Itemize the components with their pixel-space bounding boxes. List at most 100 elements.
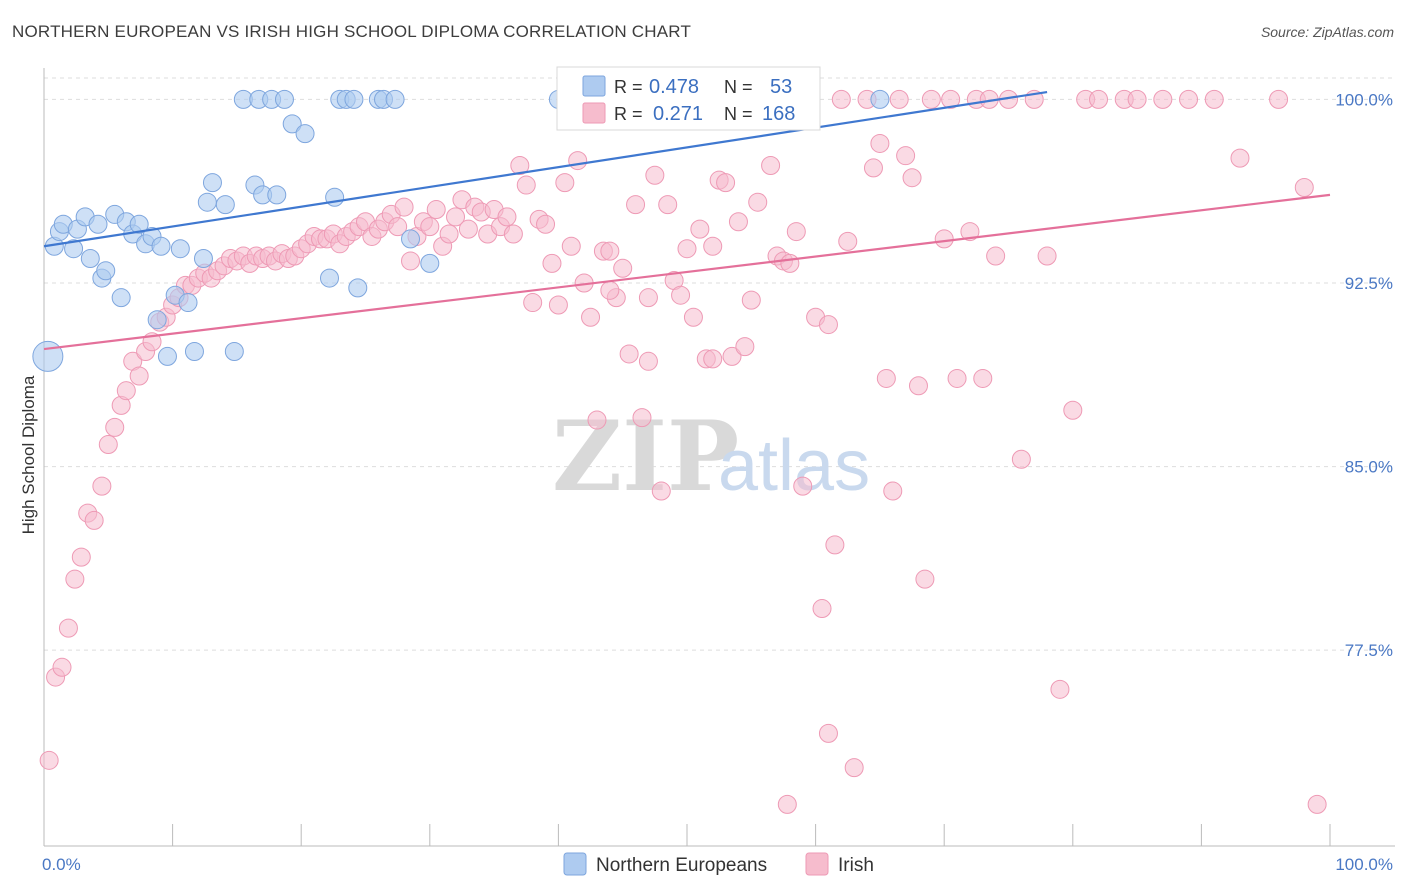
northern-europeans-point: [80, 248, 100, 268]
irish-point: [65, 569, 85, 589]
irish-point: [934, 229, 954, 249]
irish-point: [1050, 679, 1070, 699]
irish-point: [39, 750, 59, 770]
irish-points: [39, 89, 1327, 814]
irish-point: [420, 217, 440, 237]
irish-trend-line: [43, 193, 1331, 351]
irish-point: [921, 89, 941, 109]
irish-point: [973, 368, 993, 388]
irish-point: [600, 280, 620, 300]
irish-point: [735, 337, 755, 357]
irish-point: [863, 158, 883, 178]
irish-point: [1011, 449, 1031, 469]
watermark-atlas: atlas: [718, 426, 870, 506]
legend-blue-r-label: R =: [614, 77, 643, 97]
irish-point: [105, 417, 125, 437]
irish-point: [818, 315, 838, 335]
irish-point: [902, 168, 922, 188]
irish-point: [561, 236, 581, 256]
bottom-legend-irish: Irish: [838, 855, 874, 876]
irish-point: [883, 481, 903, 501]
irish-point: [638, 351, 658, 371]
northern-europeans-point: [96, 261, 116, 281]
trend-lines: [43, 90, 1331, 351]
legend: R = 0.478 N = 53 R = 0.271 N = 168: [556, 66, 821, 131]
northern-europeans-point: [295, 124, 315, 144]
irish-point: [671, 285, 691, 305]
irish-point: [439, 224, 459, 244]
irish-point: [98, 435, 118, 455]
irish-point: [651, 481, 671, 501]
irish-point: [116, 381, 136, 401]
x-tick-label-end: 100.0%: [1335, 855, 1393, 874]
irish-point: [722, 346, 742, 366]
irish-point: [838, 231, 858, 251]
northern-europeans-point: [870, 89, 890, 109]
irish-point: [844, 758, 864, 778]
bottom-legend: Northern Europeans Irish: [563, 852, 874, 876]
irish-point: [555, 173, 575, 193]
northern-europeans-point: [319, 268, 339, 288]
irish-point: [703, 349, 723, 369]
northern-europeans-point: [215, 195, 235, 215]
irish-point: [503, 224, 523, 244]
northern-europeans-point: [32, 340, 64, 372]
irish-point: [748, 192, 768, 212]
irish-point: [818, 723, 838, 743]
northern-europeans-trend-line: [43, 90, 1048, 248]
irish-point: [497, 207, 517, 227]
irish-point: [426, 200, 446, 220]
northern-europeans-point: [385, 89, 405, 109]
source-label: Source: ZipAtlas.com: [1260, 24, 1394, 40]
irish-point: [1269, 89, 1289, 109]
irish-point: [1307, 794, 1327, 814]
northern-europeans-point: [420, 253, 440, 273]
irish-point: [761, 155, 781, 175]
northern-europeans-point: [170, 239, 190, 259]
irish-point: [1294, 178, 1314, 198]
northern-europeans-point: [64, 239, 84, 259]
legend-blue-r-value: 0.478: [649, 76, 699, 98]
axes: [43, 68, 1395, 847]
northern-europeans-point: [224, 342, 244, 362]
irish-point: [677, 239, 697, 259]
irish-point: [129, 366, 149, 386]
irish-point: [1153, 89, 1173, 109]
bottom-legend-northern-europeans: Northern Europeans: [596, 855, 767, 876]
irish-point: [58, 618, 78, 638]
irish-point: [1037, 246, 1057, 266]
irish-point: [548, 295, 568, 315]
northern-europeans-point: [178, 293, 198, 313]
x-tick-label-start: 0.0%: [42, 855, 81, 874]
bottom-legend-blue-swatch: [563, 852, 587, 876]
y-axis-title: High School Diploma: [19, 375, 38, 534]
y-tick-label: 92.5%: [1345, 274, 1393, 293]
irish-point: [986, 246, 1006, 266]
northern-europeans-point: [401, 229, 421, 249]
irish-point: [581, 307, 601, 327]
irish-point: [394, 197, 414, 217]
irish-point: [84, 510, 104, 530]
legend-pink-n-label: N =: [724, 104, 753, 124]
irish-point: [92, 476, 112, 496]
irish-point: [960, 222, 980, 242]
northern-europeans-point: [267, 185, 287, 205]
legend-pink-n-value: 168: [762, 103, 795, 125]
irish-point: [587, 410, 607, 430]
irish-point: [870, 133, 890, 153]
northern-europeans-point: [147, 310, 167, 330]
irish-point: [401, 251, 421, 271]
legend-blue-n-value: 53: [770, 76, 792, 98]
irish-point: [876, 368, 896, 388]
irish-point: [1204, 89, 1224, 109]
irish-point: [915, 569, 935, 589]
irish-point: [831, 89, 851, 109]
northern-europeans-point: [157, 346, 177, 366]
irish-point: [645, 165, 665, 185]
irish-point: [516, 175, 536, 195]
irish-point: [1127, 89, 1147, 109]
irish-point: [716, 173, 736, 193]
irish-point: [568, 151, 588, 171]
irish-point: [388, 217, 408, 237]
